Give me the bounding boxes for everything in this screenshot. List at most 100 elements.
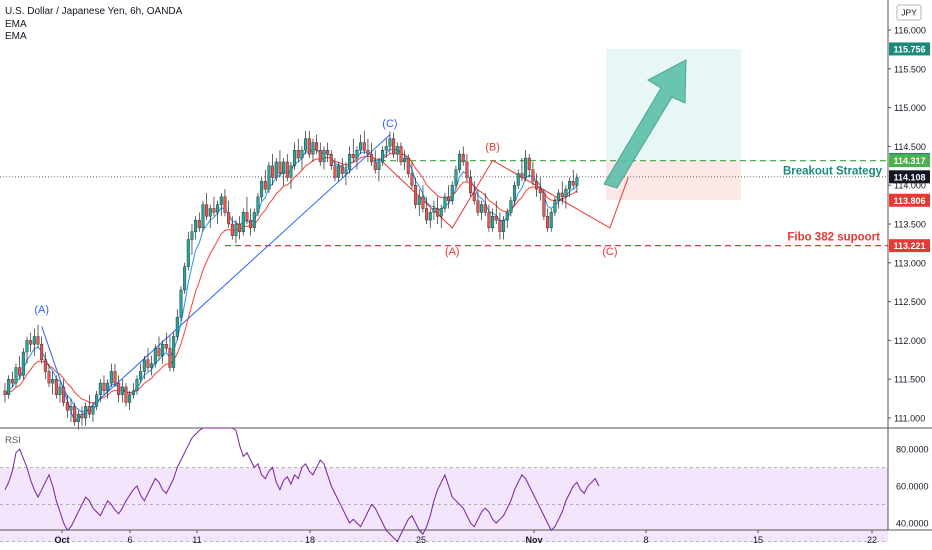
ema-indicator-label[interactable]: EMA [5, 18, 27, 30]
candle-body [65, 402, 69, 411]
candle-body [564, 188, 568, 198]
candle-body [190, 231, 194, 240]
candle-body [102, 382, 106, 392]
candle-body [282, 161, 286, 174]
candle-body [436, 208, 440, 217]
candle-body [337, 165, 341, 178]
time-tick-label: 22 [867, 535, 877, 545]
rsi-pane: RSI 80.0000 60.0000 40.0000 [0, 427, 932, 543]
candle-body [454, 169, 458, 186]
wave-labels: (A) (C) (B) (A) (C) [34, 118, 617, 316]
candle-body [241, 212, 245, 232]
candle-body [410, 173, 414, 186]
candle-body [370, 153, 374, 163]
candle-body [498, 219, 502, 232]
price-tag-label: 115.756 [893, 44, 925, 54]
wave-label: (A) [34, 304, 49, 316]
candle-body [208, 208, 212, 217]
time-tick-label: 15 [753, 535, 763, 545]
ema-indicator-label[interactable]: EMA [5, 31, 27, 42]
candle-body [164, 344, 168, 349]
candle-body [131, 390, 135, 395]
candle-body [348, 153, 352, 170]
price-tick-label: 113.500 [894, 220, 926, 230]
candle-body [186, 239, 190, 267]
wave-blue-path [41, 134, 391, 423]
candle-body [465, 161, 469, 178]
candle-body [524, 157, 528, 178]
price-tag-label: 114.108 [893, 172, 925, 182]
candle-body [480, 204, 484, 213]
price-tag-label: 113.806 [893, 196, 925, 206]
candle-body [304, 138, 308, 151]
candle-body [179, 289, 183, 318]
candle-body [267, 165, 271, 190]
candle-body [483, 204, 487, 213]
rsi-tick-label: 40.0000 [896, 519, 929, 529]
candle-body [516, 173, 520, 186]
candle-body [461, 153, 465, 163]
candle-body [40, 344, 44, 360]
candle-body [535, 181, 539, 190]
candle-body [509, 200, 513, 213]
candle-body [128, 394, 132, 403]
candle-body [315, 142, 319, 151]
currency-badge-label: JPY [901, 8, 917, 18]
candle-body [377, 161, 381, 170]
candle-body [194, 219, 198, 232]
candle-body [87, 406, 91, 415]
symbol-title[interactable]: U.S. Dollar / Japanese Yen, 6h, OANDA [5, 6, 183, 17]
candle-body [355, 150, 359, 159]
time-tick-label: 8 [643, 535, 648, 545]
candle-body [428, 212, 432, 221]
candle-body [458, 153, 462, 170]
candle-body [73, 406, 77, 423]
candle-body [256, 196, 260, 213]
chart-legend: U.S. Dollar / Japanese Yen, 6h, OANDA EM… [5, 6, 182, 44]
candle-body [146, 359, 150, 368]
candle-body [425, 208, 429, 221]
candle-body [7, 379, 11, 395]
candle-body [36, 336, 40, 345]
rsi-line [4, 427, 600, 543]
price-tick-label: 115.500 [894, 64, 926, 74]
price-tag-label: 114.317 [893, 156, 925, 166]
price-tag [889, 170, 930, 184]
candle-body [216, 204, 220, 213]
candle-body [538, 188, 542, 194]
candle-body [212, 208, 216, 213]
time-tick-label: 18 [305, 535, 315, 545]
candle-body [21, 351, 25, 376]
candle-body [219, 196, 223, 205]
candle-body [135, 379, 139, 392]
candle-body [296, 150, 300, 159]
candle-body [571, 181, 575, 186]
guide-lines [0, 160, 888, 247]
time-tick-label: Oct [54, 535, 69, 545]
candle-body [373, 161, 377, 170]
candle-body [403, 157, 407, 163]
candle-body [542, 192, 546, 217]
candle-body [381, 150, 385, 163]
candle-body [421, 196, 425, 209]
candle-body [568, 181, 572, 190]
candle-body [322, 150, 326, 163]
candle-body [285, 161, 289, 178]
candle-body [25, 340, 29, 353]
candle-body [271, 165, 275, 178]
candle-body [223, 196, 227, 213]
candle-body [139, 371, 143, 380]
candle-body [575, 177, 579, 186]
time-tick-label: 6 [127, 535, 132, 545]
time-tick-label: 11 [192, 535, 201, 545]
candle-body [546, 216, 550, 229]
price-tick-label: 112.000 [894, 336, 926, 346]
breakout-strategy-label: Breakout Strategy [783, 166, 883, 178]
candle-body [399, 146, 403, 163]
candle-body [3, 390, 7, 395]
candle-body [84, 406, 88, 419]
candle-body [560, 192, 564, 198]
candle-body [417, 196, 421, 205]
